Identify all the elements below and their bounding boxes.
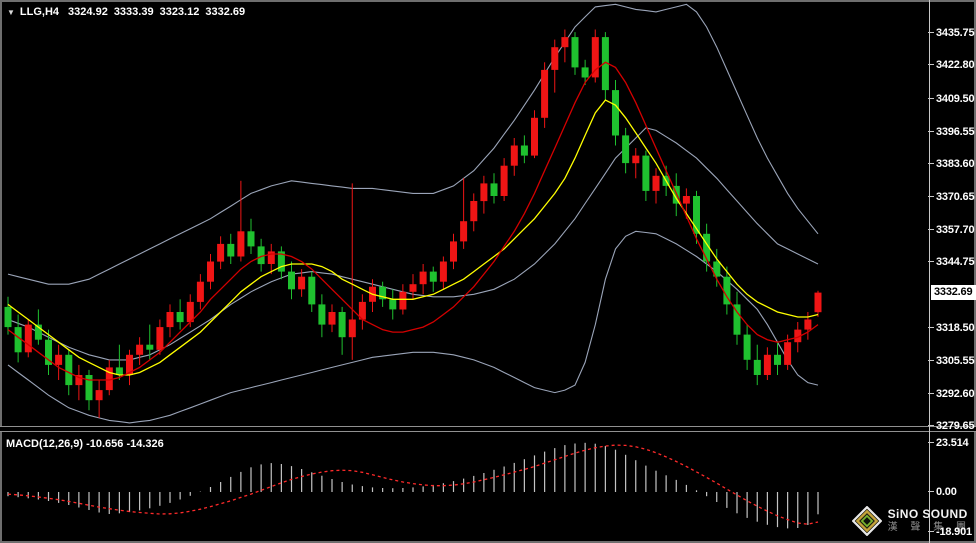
price-axis-label: 3344.75 [927, 256, 975, 268]
price-axis-label: 3409.50 [927, 93, 975, 105]
ohlc-high: 3333.39 [113, 6, 154, 18]
ohlc-low: 3323.12 [159, 6, 200, 18]
macd-histogram [7, 442, 819, 529]
macd-signal-line [7, 444, 819, 525]
price-axis-label: 3435.75 [927, 27, 975, 39]
symbol-dropdown-icon[interactable]: ▼ [7, 7, 15, 17]
macd-axis-label: 0.00 [928, 486, 957, 498]
diamond-logo-icon [851, 506, 882, 536]
macd-axis-label: -18.901 [928, 526, 972, 538]
price-axis-label: 3422.80 [927, 59, 975, 71]
current-price-tag: 3332.69 [931, 285, 976, 300]
candles-layer [4, 29, 822, 418]
price-axis-label: 3383.60 [927, 158, 975, 170]
ohlc-open: 3324.92 [68, 6, 108, 18]
price-axis-label: 3357.70 [927, 224, 975, 236]
ohlc-close: 3332.69 [205, 6, 246, 18]
price-axis-label: 3396.55 [927, 126, 975, 138]
price-axis-label: 3292.60 [927, 388, 975, 400]
brand-name: SiNO SOUND [887, 507, 968, 521]
macd-indicator-label: MACD(12,26,9) -10.656 -14.326 [6, 438, 164, 450]
panel-splitter[interactable] [0, 426, 976, 432]
price-axis-label: 3318.50 [927, 322, 975, 334]
band-lower-line [7, 230, 819, 424]
brand-logo: SiNO SOUND 漢 聲 集 團 [851, 506, 971, 536]
price-axis-label: 3305.55 [927, 355, 975, 367]
current-price-value: 3332.69 [934, 286, 973, 298]
macd-axis-label: 23.514 [927, 437, 969, 449]
symbol-ohlc-header: ▼ LLG,H4 3324.92 3333.39 3323.12 3332.69 [7, 6, 251, 18]
ma-red-line [7, 61, 819, 381]
band-upper-line [7, 3, 819, 285]
price-axis-label: 3370.65 [927, 191, 975, 203]
brand-name-chinese: 漢 聲 集 團 [887, 522, 971, 533]
price-axis-line [929, 0, 930, 543]
symbol-period-label: LLG,H4 [19, 6, 60, 18]
price-axis-label: 3279.65 [927, 420, 975, 432]
